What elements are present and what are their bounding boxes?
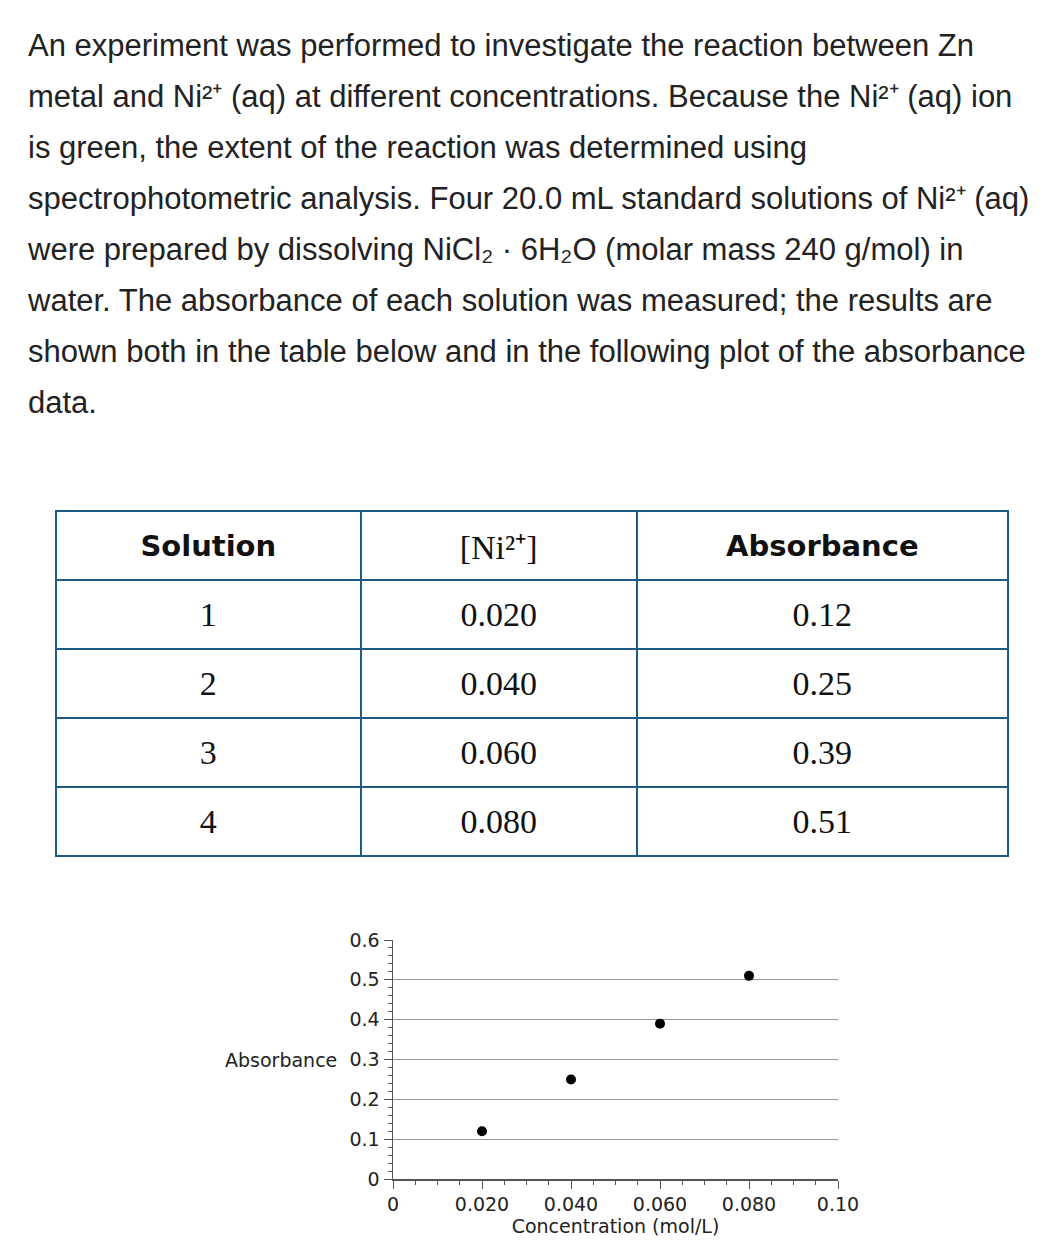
svg-text:0.080: 0.080 [722, 1193, 776, 1215]
svg-text:Concentration (mol/L): Concentration (mol/L) [512, 1215, 720, 1237]
svg-text:0.4: 0.4 [349, 1008, 379, 1030]
html-text:An experiment was performed to: An experiment was performed to investiga… [28, 28, 1030, 420]
svg-text:0.020: 0.020 [455, 1193, 509, 1215]
html-text:Absorbance: Absorbance [726, 528, 919, 563]
html-text:0.080: 0.080 [460, 802, 537, 840]
html-text:0.020: 0.020 [460, 595, 537, 633]
svg-text:0.5: 0.5 [349, 968, 379, 990]
html-text:0.060: 0.060 [460, 733, 537, 771]
html-text:2: 2 [199, 664, 217, 702]
html-text:0.39: 0.39 [792, 733, 853, 771]
svg-text:0.2: 0.2 [349, 1088, 379, 1110]
html-text:4: 4 [199, 802, 217, 840]
html-text:0.12: 0.12 [792, 595, 853, 633]
html-text:3: 3 [199, 733, 217, 771]
html-text:0.51: 0.51 [792, 802, 853, 840]
html-text:1: 1 [199, 595, 217, 633]
svg-text:0.1: 0.1 [349, 1128, 379, 1150]
svg-text:0.3: 0.3 [349, 1048, 379, 1070]
svg-text:0: 0 [387, 1193, 399, 1215]
html-text:[Ni²⁺]: [Ni²⁺] [459, 528, 538, 566]
html-text:0.040: 0.040 [460, 664, 537, 702]
svg-text:0.10: 0.10 [817, 1193, 859, 1215]
svg-text:0.6: 0.6 [349, 929, 379, 951]
html-text:Solution: Solution [140, 528, 277, 563]
svg-text:0.040: 0.040 [544, 1193, 598, 1215]
svg-text:0: 0 [368, 1168, 380, 1190]
html-text:0.25: 0.25 [792, 664, 853, 702]
svg-text:Absorbance: Absorbance [225, 1049, 337, 1071]
svg-text:0.060: 0.060 [633, 1193, 687, 1215]
